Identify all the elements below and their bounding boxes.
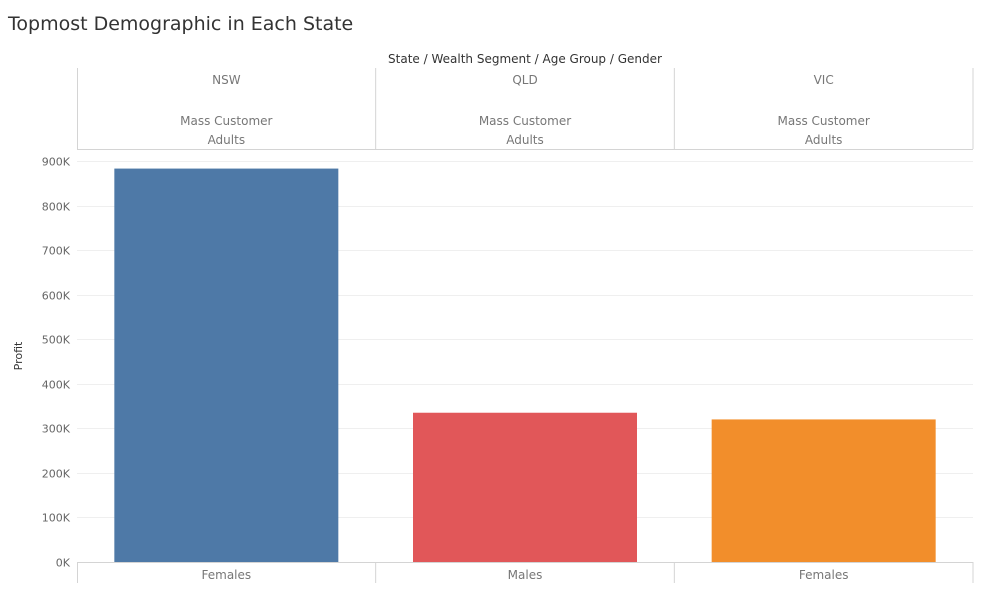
y-tick-label: 600K [42, 290, 71, 303]
header-wealth-segment: Mass Customer [180, 114, 272, 128]
header-wealth-segment: Mass Customer [479, 114, 571, 128]
bar-nsw [114, 168, 339, 562]
header-age-group: Adults [805, 133, 843, 147]
header-state: VIC [814, 73, 834, 87]
x-tick-gender: Males [508, 568, 543, 582]
y-tick-label: 700K [42, 245, 71, 258]
y-tick-label: 100K [42, 512, 71, 525]
x-tick-gender: Females [799, 568, 849, 582]
y-tick-label: 900K [42, 156, 71, 169]
y-tick-label: 300K [42, 423, 71, 436]
header-state: QLD [512, 73, 537, 87]
y-tick-label: 500K [42, 334, 71, 347]
chart-title: Topmost Demographic in Each State [8, 13, 354, 35]
bar-vic [711, 419, 936, 562]
y-tick-label: 800K [42, 201, 71, 214]
header-wealth-segment: Mass Customer [778, 114, 870, 128]
bar-qld [413, 412, 637, 562]
y-axis-title: Profit [12, 341, 25, 370]
header-label: State / Wealth Segment / Age Group / Gen… [388, 52, 662, 66]
y-tick-label: 400K [42, 379, 71, 392]
header-age-group: Adults [208, 133, 246, 147]
header-age-group: Adults [506, 133, 544, 147]
header-state: NSW [212, 73, 241, 87]
y-tick-label: 0K [56, 557, 71, 570]
y-tick-label: 200K [42, 468, 71, 481]
x-tick-gender: Females [202, 568, 252, 582]
